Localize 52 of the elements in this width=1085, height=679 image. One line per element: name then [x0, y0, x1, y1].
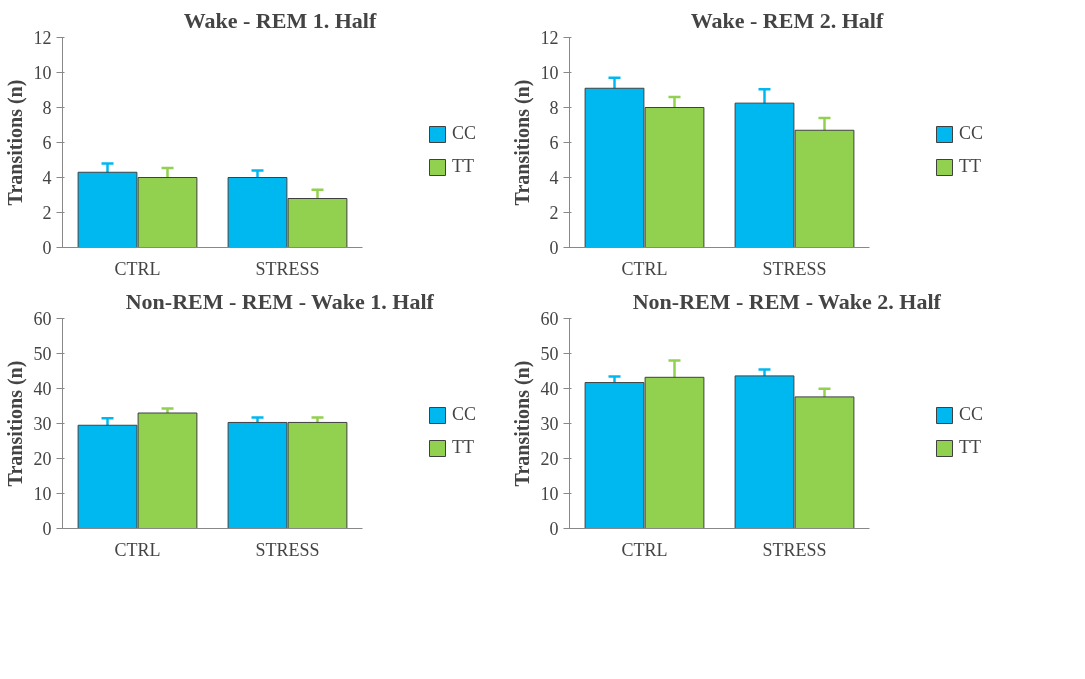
y-tick-label: 60	[33, 309, 52, 329]
y-tick-label: 12	[540, 28, 559, 48]
y-tick-label: 30	[33, 414, 52, 434]
legend-label: TT	[452, 437, 474, 458]
y-tick-label: 20	[540, 449, 559, 469]
legend-label: TT	[452, 156, 474, 177]
y-tick-label: 10	[540, 484, 559, 504]
y-tick-label: 8	[42, 98, 52, 118]
y-tick-label: 2	[549, 203, 559, 223]
legend-label: CC	[452, 123, 477, 144]
y-tick-label: 6	[549, 133, 559, 153]
x-tick-label: STRESS	[255, 258, 320, 279]
y-tick-label: 4	[549, 168, 559, 188]
x-tick-label: CTRL	[621, 258, 668, 279]
y-tick-label: 20	[33, 449, 52, 469]
y-tick-label: 4	[42, 168, 52, 188]
y-tick-label: 0	[42, 238, 52, 258]
legend-label: TT	[959, 156, 981, 177]
y-axis-title: Transitions (n)	[3, 360, 27, 487]
y-axis-title: Transitions (n)	[510, 360, 534, 487]
legend-label: TT	[959, 437, 981, 458]
y-tick-label: 6	[42, 133, 52, 153]
x-tick-label: STRESS	[255, 539, 320, 560]
x-tick-label: STRESS	[762, 539, 827, 560]
y-tick-label: 0	[549, 519, 559, 539]
x-tick-label: CTRL	[621, 539, 668, 560]
chart-title: Wake - REM 1. Half	[183, 7, 377, 33]
y-tick-label: 0	[549, 238, 559, 258]
x-tick-label: CTRL	[114, 539, 161, 560]
chart-title: Non-REM - REM - Wake 1. Half	[125, 288, 435, 314]
y-tick-label: 30	[540, 414, 559, 434]
y-tick-label: 10	[33, 63, 52, 83]
chart-title: Wake - REM 2. Half	[690, 7, 884, 33]
y-tick-label: 8	[549, 98, 559, 118]
x-tick-label: CTRL	[114, 258, 161, 279]
legend-label: CC	[959, 123, 984, 144]
y-axis-title: Transitions (n)	[3, 79, 27, 206]
y-tick-label: 2	[42, 203, 52, 223]
y-tick-label: 50	[33, 344, 52, 364]
y-tick-label: 0	[42, 519, 52, 539]
y-tick-label: 50	[540, 344, 559, 364]
x-tick-label: STRESS	[762, 258, 827, 279]
y-tick-label: 60	[540, 309, 559, 329]
y-tick-label: 40	[540, 379, 559, 399]
y-axis-title: Transitions (n)	[510, 79, 534, 206]
chart-title: Non-REM - REM - Wake 2. Half	[632, 288, 942, 314]
legend-label: CC	[959, 404, 984, 425]
y-tick-label: 10	[540, 63, 559, 83]
y-tick-label: 40	[33, 379, 52, 399]
legend-label: CC	[452, 404, 477, 425]
y-tick-label: 12	[33, 28, 52, 48]
y-tick-label: 10	[33, 484, 52, 504]
